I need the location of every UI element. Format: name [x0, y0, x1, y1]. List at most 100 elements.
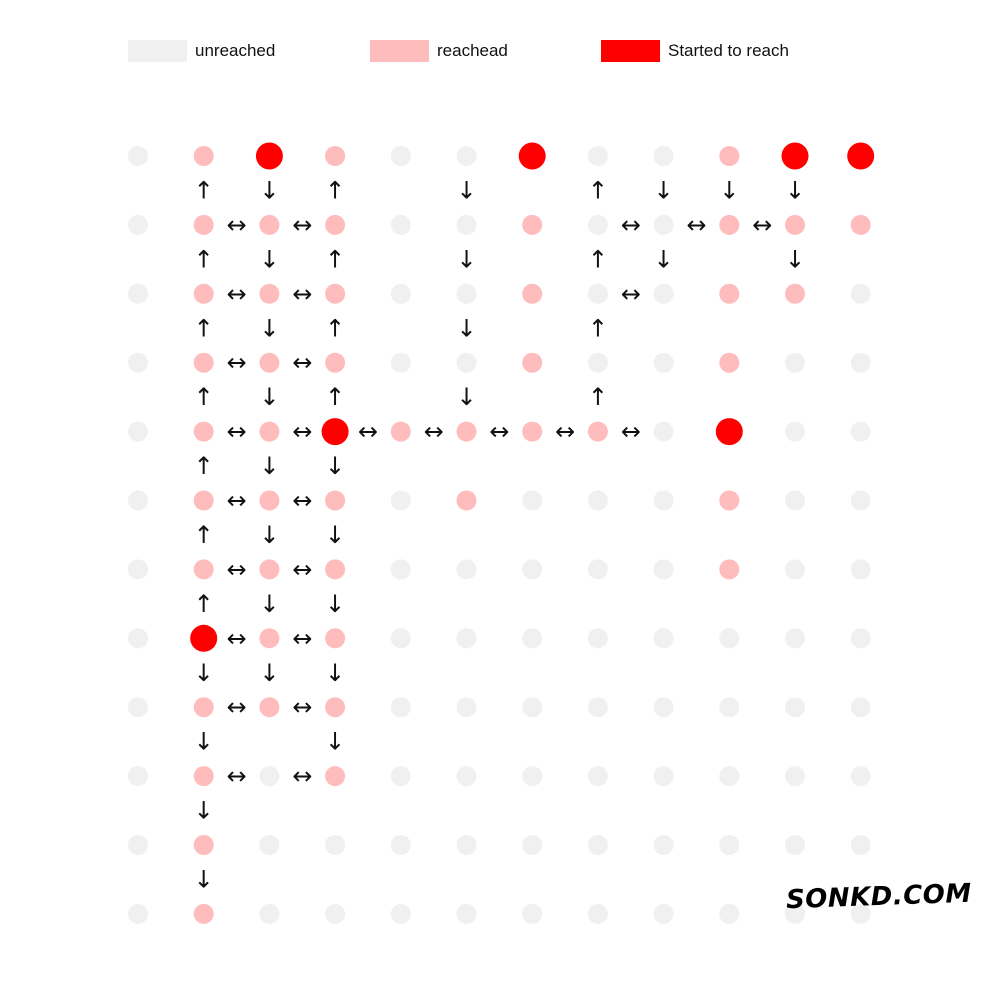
node-unreached	[390, 628, 411, 649]
node-reached	[785, 283, 805, 304]
node-unreached	[850, 421, 871, 442]
node-unreached	[456, 903, 477, 924]
node-unreached	[653, 214, 674, 235]
node-unreached	[390, 766, 411, 787]
arrow-down-icon: ↓	[259, 590, 279, 618]
arrow-down-icon: ↓	[654, 176, 674, 204]
node-start	[781, 142, 809, 170]
arrow-down-icon: ↓	[785, 245, 805, 273]
node-unreached	[653, 766, 674, 787]
node-unreached	[785, 835, 805, 855]
node-reached	[259, 214, 280, 235]
node-unreached	[128, 628, 148, 649]
node-unreached	[850, 283, 871, 304]
node-unreached	[128, 421, 148, 442]
node-reached	[193, 766, 214, 787]
node-unreached	[719, 903, 740, 924]
node-reached	[850, 214, 871, 235]
arrow-bidirectional-icon: ↔	[621, 211, 641, 239]
arrow-bidirectional-icon: ↔	[292, 211, 312, 239]
node-reached	[325, 559, 346, 580]
node-unreached	[390, 352, 411, 373]
node-unreached	[259, 903, 280, 924]
arrow-down-icon: ↓	[325, 590, 345, 618]
node-reached	[325, 352, 346, 373]
arrow-down-icon: ↓	[194, 728, 214, 756]
node-reached	[325, 283, 346, 304]
arrow-bidirectional-icon: ↔	[424, 418, 444, 446]
node-unreached	[522, 559, 543, 580]
legend-label-started: Started to reach	[668, 41, 789, 60]
node-unreached	[128, 146, 148, 166]
node-reached	[259, 283, 280, 304]
node-unreached	[456, 697, 477, 718]
node-unreached	[653, 628, 674, 649]
legend-label-reached: reachead	[437, 41, 508, 60]
arrow-bidirectional-icon: ↔	[621, 418, 641, 446]
node-unreached	[128, 559, 148, 580]
arrow-down-icon: ↓	[194, 865, 214, 893]
node-unreached	[587, 146, 608, 166]
node-unreached	[456, 146, 477, 166]
node-reached	[325, 766, 346, 787]
node-unreached	[850, 352, 871, 373]
arrow-bidirectional-icon: ↔	[686, 211, 706, 239]
arrow-down-icon: ↓	[194, 659, 214, 687]
node-unreached	[785, 490, 805, 511]
node-unreached	[259, 766, 280, 787]
node-reached	[325, 628, 346, 649]
arrow-up-icon: ↑	[588, 245, 608, 273]
arrow-up-icon: ↑	[588, 383, 608, 411]
node-unreached	[785, 559, 805, 580]
node-unreached	[456, 352, 477, 373]
node-unreached	[850, 835, 871, 855]
node-unreached	[850, 490, 871, 511]
arrow-bidirectional-icon: ↔	[555, 418, 575, 446]
arrow-down-icon: ↓	[785, 176, 805, 204]
arrow-bidirectional-icon: ↔	[226, 418, 246, 446]
arrow-up-icon: ↑	[194, 176, 214, 204]
node-unreached	[456, 214, 477, 235]
node-unreached	[587, 835, 608, 855]
node-reached	[719, 214, 740, 235]
node-reached	[259, 559, 280, 580]
node-unreached	[719, 766, 740, 787]
node-unreached	[587, 766, 608, 787]
node-reached	[587, 421, 608, 442]
node-unreached	[456, 628, 477, 649]
node-unreached	[128, 352, 148, 373]
node-unreached	[390, 283, 411, 304]
node-unreached	[390, 903, 411, 924]
arrow-bidirectional-icon: ↔	[226, 349, 246, 377]
arrow-up-icon: ↑	[194, 521, 214, 549]
node-unreached	[587, 903, 608, 924]
node-reached	[390, 421, 411, 442]
node-unreached	[587, 490, 608, 511]
legend-label-unreached: unreached	[195, 41, 276, 60]
arrow-up-icon: ↑	[194, 452, 214, 480]
legend: unreached reachead Started to reach	[0, 38, 1000, 64]
arrow-up-icon: ↑	[325, 383, 345, 411]
arrow-down-icon: ↓	[259, 659, 279, 687]
arrow-down-icon: ↓	[325, 521, 345, 549]
node-unreached	[653, 697, 674, 718]
arrow-down-icon: ↓	[325, 452, 345, 480]
arrow-bidirectional-icon: ↔	[358, 418, 378, 446]
node-reached	[719, 146, 740, 166]
arrow-down-icon: ↓	[259, 521, 279, 549]
node-reached	[325, 697, 346, 718]
node-reached	[259, 697, 280, 718]
node-reached	[259, 628, 280, 649]
arrow-up-icon: ↑	[194, 590, 214, 618]
arrow-up-icon: ↑	[194, 314, 214, 342]
arrow-bidirectional-icon: ↔	[292, 280, 312, 308]
node-reached	[719, 283, 740, 304]
arrow-down-icon: ↓	[325, 659, 345, 687]
node-reached	[325, 490, 346, 511]
node-unreached	[587, 559, 608, 580]
node-unreached	[653, 559, 674, 580]
node-unreached	[785, 352, 805, 373]
node-reached	[193, 421, 214, 442]
node-unreached	[456, 559, 477, 580]
node-start	[255, 142, 283, 170]
